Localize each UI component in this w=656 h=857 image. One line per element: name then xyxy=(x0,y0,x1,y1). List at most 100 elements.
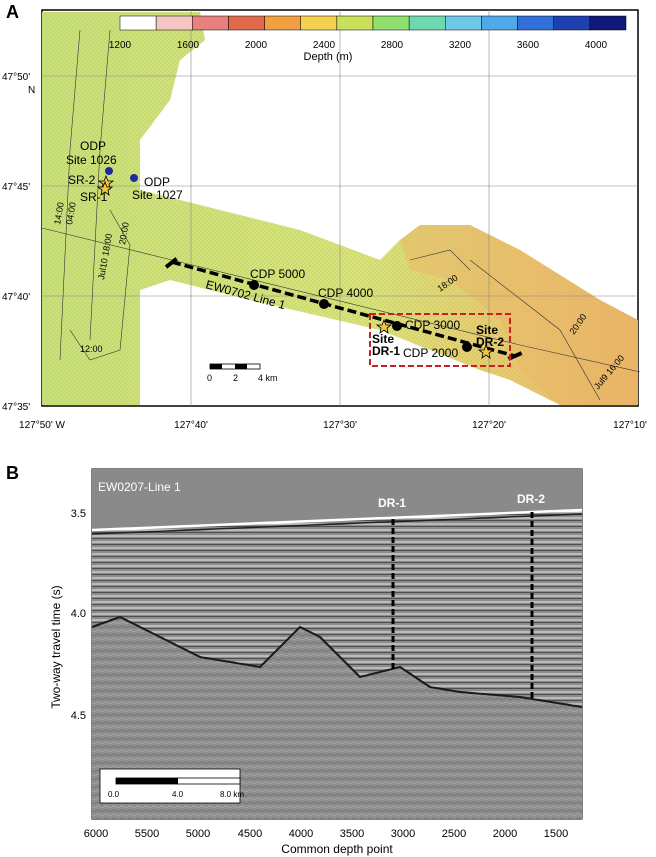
svg-text:0.0: 0.0 xyxy=(108,790,120,799)
sr1-star-icon xyxy=(96,180,114,196)
profile-title: EW0207-Line 1 xyxy=(98,480,181,494)
sr2-label: SR-2 xyxy=(68,173,96,187)
lat-label-4750: 47°50' xyxy=(2,72,30,83)
dr1-subtitle: DR-1 xyxy=(372,344,400,358)
profile-scale-bar: 0.0 4.0 8.0 km xyxy=(99,768,244,804)
dr1-star-icon xyxy=(375,318,393,334)
colorbar-title: Depth (m) xyxy=(304,51,353,63)
colorbar-tick: 2400 xyxy=(313,40,336,51)
basement xyxy=(92,617,582,819)
y-tick-40: 4.0 xyxy=(71,608,86,620)
colorbar-tick: 3200 xyxy=(449,40,472,51)
dr1-marker-label: DR-1 xyxy=(378,496,406,510)
site-markers xyxy=(96,167,495,359)
panel-a-letter: A xyxy=(6,2,19,22)
svg-text:1500: 1500 xyxy=(544,828,568,840)
svg-text:4500: 4500 xyxy=(238,828,262,840)
dr2-subtitle: DR-2 xyxy=(476,335,504,349)
track-label-1200: 12:00 xyxy=(80,344,103,354)
colorbar-tick: 2800 xyxy=(381,40,404,51)
study-area-box xyxy=(369,313,511,367)
svg-text:4.0: 4.0 xyxy=(172,790,184,799)
colorbar-swatch xyxy=(589,15,627,31)
y-axis-ticks: 3.5 4.0 4.5 xyxy=(71,508,86,722)
dr1-title: Site xyxy=(372,332,394,346)
cdp-4000-label: CDP 4000 xyxy=(318,286,373,300)
svg-text:3000: 3000 xyxy=(391,828,415,840)
sr1-label: SR-1 xyxy=(80,190,108,204)
colorbar-swatch xyxy=(517,15,554,31)
cdp-points: CDP 5000 CDP 4000 CDP 3000 CDP 2000 xyxy=(249,267,472,360)
dr2-title: Site xyxy=(476,323,498,337)
cdp-3000-point xyxy=(392,321,402,331)
colorbar-swatch xyxy=(372,15,410,31)
odp-1026-subtitle: Site 1026 xyxy=(66,153,117,167)
svg-text:6000: 6000 xyxy=(84,828,108,840)
cdp-4000-point xyxy=(319,299,329,309)
svg-text:2000: 2000 xyxy=(493,828,517,840)
bathymetry-map: Jul10 18:00 20:00 12:00 18:00 20:00 Jul9… xyxy=(2,9,647,431)
odp-1026-title: ODP xyxy=(80,139,106,153)
colorbar-swatch xyxy=(264,15,301,31)
y-tick-45: 4.5 xyxy=(71,710,86,722)
colorbar-swatch xyxy=(192,15,229,31)
colorbar-tick: 2000 xyxy=(245,40,268,51)
map-scale-bar: 0 2 4 km xyxy=(207,363,278,383)
basement-reflector xyxy=(91,615,583,708)
cdp-5000-label: CDP 5000 xyxy=(250,267,305,281)
odp-1027-title: ODP xyxy=(144,175,170,189)
ship-tracks xyxy=(41,29,641,401)
lat-label-4740: 47°40' xyxy=(2,292,30,303)
x-axis-ticks: 6000 5500 5000 4500 4000 3500 3000 2500 … xyxy=(84,828,568,840)
odp-1026-marker xyxy=(105,167,113,175)
y-tick-35: 3.5 xyxy=(71,508,86,520)
seafloor-reflector xyxy=(91,508,583,532)
cdp-2000-point xyxy=(462,342,472,352)
colorbar-swatch xyxy=(336,15,374,31)
seismic-profile: DR-1 DR-2 EW0207-Line 1 0.0 4.0 8.0 km 3… xyxy=(49,468,583,856)
lon-label-12710: 127°10' xyxy=(613,420,647,431)
track-label-0400: 04:00 xyxy=(64,201,78,225)
longitude-labels: 127°50' W 127°40' 127°30' 127°20' 127°10… xyxy=(19,420,647,431)
svg-text:5000: 5000 xyxy=(186,828,210,840)
y-axis-label: Two-way travel time (s) xyxy=(49,585,63,708)
lon-label-12730: 127°30' xyxy=(323,420,357,431)
lon-label-12750: 127°50' W xyxy=(19,420,65,431)
lat-label-4745: 47°45' xyxy=(2,182,30,193)
svg-text:0: 0 xyxy=(207,373,212,383)
svg-text:4 km: 4 km xyxy=(258,373,278,383)
dr2-star-icon xyxy=(477,343,495,359)
odp-1027-marker xyxy=(130,174,138,182)
graticule xyxy=(42,10,638,406)
colorbar-swatch xyxy=(228,15,265,31)
track-label-2000: 20:00 xyxy=(117,221,131,245)
svg-text:5500: 5500 xyxy=(135,828,159,840)
svg-text:3500: 3500 xyxy=(340,828,364,840)
dr2-marker-label: DR-2 xyxy=(517,492,545,506)
x-axis-label: Common depth point xyxy=(281,842,393,856)
colorbar-tick: 1200 xyxy=(109,40,132,51)
colorbar-tick: 1600 xyxy=(177,40,200,51)
latitude-labels: 47°50' N 47°45' 47°40' 47°35' xyxy=(2,72,35,413)
cdp-2000-label: CDP 2000 xyxy=(403,346,458,360)
colorbar-swatch xyxy=(553,15,591,31)
cdp-3000-label: CDP 3000 xyxy=(405,318,460,332)
panel-b-letter: B xyxy=(6,463,19,483)
svg-text:4000: 4000 xyxy=(289,828,313,840)
svg-text:8.0 km: 8.0 km xyxy=(220,790,244,799)
track-label-1400: 14:00 xyxy=(52,201,66,225)
colorbar-swatch xyxy=(445,15,482,31)
colorbar-swatch xyxy=(300,15,338,31)
odp-1027-subtitle: Site 1027 xyxy=(132,188,183,202)
svg-text:2500: 2500 xyxy=(442,828,466,840)
colorbar-tick: 4000 xyxy=(585,40,608,51)
lat-label-n: N xyxy=(28,85,35,96)
lon-label-12740: 127°40' xyxy=(174,420,208,431)
svg-text:2: 2 xyxy=(233,373,238,383)
colorbar-swatch xyxy=(155,15,193,31)
cdp-5000-point xyxy=(249,280,259,290)
lon-label-12720: 127°20' xyxy=(472,420,506,431)
colorbar-tick: 3600 xyxy=(517,40,540,51)
colorbar-swatch xyxy=(408,15,446,31)
colorbar-swatch xyxy=(481,15,518,31)
